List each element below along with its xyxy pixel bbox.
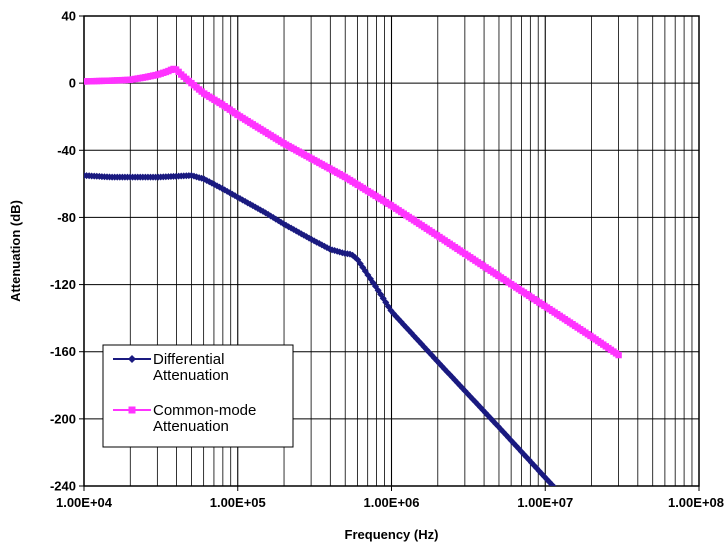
y-tick-label: -200: [50, 411, 76, 426]
x-tick-label: 1.00E+06: [363, 495, 419, 510]
y-tick-label: -80: [57, 210, 76, 225]
legend-label-differential-line2: Attenuation: [153, 367, 229, 384]
y-axis-title: Attenuation (dB): [8, 200, 23, 302]
legend-box: [102, 344, 294, 448]
legend-entry-differential: Differential Attenuation: [113, 351, 229, 384]
data-point-differential: [548, 481, 556, 486]
x-tick-label: 1.00E+05: [210, 495, 266, 510]
legend-entry-common-mode: Common-mode Attenuation: [113, 402, 256, 435]
x-tick-label: 1.00E+08: [668, 495, 724, 510]
legend-swatch-marker-common-mode: [128, 406, 136, 414]
legend-swatch-marker-differential: [128, 355, 136, 363]
legend-label-common-mode-line2: Attenuation: [153, 418, 229, 435]
y-tick-label: -40: [57, 143, 76, 158]
series-differential: [84, 171, 557, 486]
x-tick-label: 1.00E+07: [517, 495, 573, 510]
y-tick-label: 40: [62, 9, 76, 24]
data-point-common-mode: [615, 351, 622, 359]
y-tick-label: -240: [50, 479, 76, 494]
series-common-mode: [84, 65, 622, 359]
data-point-differential: [249, 202, 257, 210]
y-tick-label: -160: [50, 344, 76, 359]
legend: Differential Attenuation Common-mode Att…: [102, 344, 294, 448]
plot-area: [83, 15, 700, 487]
data-point-differential: [552, 484, 557, 486]
y-tick-label: 0: [69, 76, 76, 91]
x-tick-label: 1.00E+04: [56, 495, 113, 510]
legend-label-common-mode-line1: Common-mode: [153, 402, 256, 419]
legend-label-differential-line1: Differential: [153, 351, 224, 368]
y-tick-label: -120: [50, 277, 76, 292]
x-axis-title: Frequency (Hz): [345, 527, 439, 542]
series-layer: [84, 65, 622, 486]
